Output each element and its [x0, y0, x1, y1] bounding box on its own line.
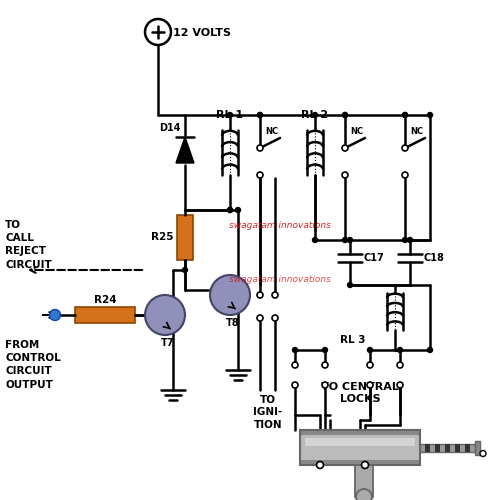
Circle shape	[316, 462, 324, 468]
Text: FROM
CONTROL
CIRCUIT
OUTPUT: FROM CONTROL CIRCUIT OUTPUT	[5, 340, 61, 390]
Text: RL 2: RL 2	[302, 110, 328, 120]
Circle shape	[342, 145, 348, 151]
Bar	[455, 444, 460, 452]
Circle shape	[258, 112, 262, 117]
Circle shape	[236, 208, 240, 212]
Text: 12 VOLTS: 12 VOLTS	[173, 28, 231, 38]
Circle shape	[428, 112, 432, 117]
Text: NC: NC	[350, 127, 363, 136]
Text: T8: T8	[226, 318, 240, 328]
Circle shape	[182, 268, 188, 272]
Circle shape	[312, 238, 318, 242]
Circle shape	[342, 112, 347, 117]
Text: NC: NC	[265, 127, 278, 136]
Text: D14: D14	[160, 123, 181, 133]
Circle shape	[228, 112, 232, 117]
Circle shape	[362, 462, 368, 468]
Circle shape	[480, 450, 486, 456]
Circle shape	[368, 348, 372, 352]
Text: C18: C18	[424, 253, 445, 263]
Circle shape	[292, 382, 298, 388]
Text: TO CENTRAL
LOCKS: TO CENTRAL LOCKS	[321, 382, 399, 404]
Circle shape	[348, 238, 352, 242]
Bar	[465, 444, 470, 452]
Circle shape	[402, 112, 407, 117]
Circle shape	[408, 238, 412, 242]
Circle shape	[272, 315, 278, 321]
Circle shape	[342, 172, 348, 178]
Bar	[425, 444, 430, 452]
Bar	[355, 465, 373, 497]
Circle shape	[257, 172, 263, 178]
Circle shape	[342, 112, 347, 117]
Circle shape	[402, 112, 407, 117]
Text: C17: C17	[364, 253, 385, 263]
Circle shape	[292, 362, 298, 368]
Circle shape	[292, 348, 298, 352]
Text: swagatam innovations: swagatam innovations	[229, 220, 331, 230]
Bar	[475, 440, 480, 454]
Circle shape	[367, 382, 373, 388]
Bar	[177, 215, 193, 260]
Bar	[300, 460, 420, 465]
Circle shape	[402, 238, 407, 242]
Circle shape	[322, 382, 328, 388]
Circle shape	[402, 172, 408, 178]
Circle shape	[397, 362, 403, 368]
Bar	[420, 444, 475, 452]
Text: TO
CALL
REJECT
CIRCUIT: TO CALL REJECT CIRCUIT	[5, 220, 52, 270]
Circle shape	[258, 112, 262, 117]
Text: RL 3: RL 3	[340, 335, 365, 345]
Text: T7: T7	[161, 338, 175, 348]
Bar	[75, 307, 135, 323]
Bar	[300, 430, 420, 465]
Circle shape	[272, 292, 278, 298]
Circle shape	[356, 489, 372, 500]
Bar	[445, 444, 450, 452]
Circle shape	[322, 348, 328, 352]
Circle shape	[312, 112, 318, 117]
Circle shape	[228, 208, 232, 212]
Circle shape	[348, 282, 352, 288]
Circle shape	[367, 362, 373, 368]
Circle shape	[257, 315, 263, 321]
Circle shape	[342, 238, 347, 242]
Bar	[305, 438, 415, 446]
Circle shape	[402, 145, 408, 151]
Circle shape	[50, 310, 60, 320]
Circle shape	[397, 382, 403, 388]
Text: R24: R24	[94, 295, 116, 305]
Circle shape	[145, 295, 185, 335]
Bar	[300, 430, 420, 435]
Text: TO
IGNI-
TION: TO IGNI- TION	[254, 395, 282, 430]
Text: RL 1: RL 1	[216, 110, 244, 120]
Circle shape	[257, 145, 263, 151]
Circle shape	[428, 348, 432, 352]
Bar	[435, 444, 440, 452]
Circle shape	[322, 362, 328, 368]
Polygon shape	[176, 137, 194, 163]
Circle shape	[257, 292, 263, 298]
Text: swagatam innovations: swagatam innovations	[229, 276, 331, 284]
Text: R25: R25	[150, 232, 173, 242]
Text: NC: NC	[410, 127, 423, 136]
Circle shape	[398, 348, 402, 352]
Circle shape	[228, 208, 232, 212]
Circle shape	[210, 275, 250, 315]
